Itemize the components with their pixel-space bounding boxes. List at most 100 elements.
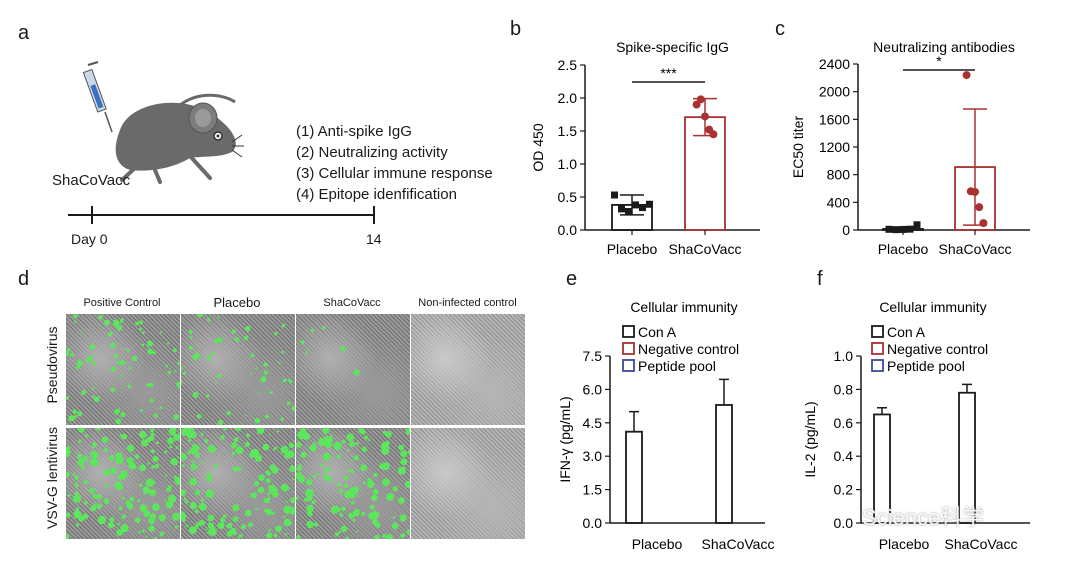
fluorescent-cell [207,317,211,322]
fluorescent-cell [73,510,82,519]
fluorescent-cell [245,414,247,417]
fluorescent-cell [113,319,120,326]
panel-letter-a: a [18,22,30,44]
fluorescent-cell [355,530,358,533]
fluorescent-cell [269,464,276,471]
fluorescent-cell [120,470,128,478]
fluorescent-cell [94,503,97,507]
mouse-syringe-illustration [82,61,244,184]
fluorescent-cell [333,441,342,451]
fluorescent-cell [143,510,151,518]
fluorescent-cell [323,436,329,441]
fluorescent-cell [381,442,389,450]
fluorescent-cell [152,455,159,463]
fluorescent-cell [398,497,405,504]
fluorescent-cell [115,456,124,465]
fluorescent-cell [83,480,88,485]
chart-title: Neutralizing antibodies [873,39,1015,55]
fluorescent-cell [238,467,242,471]
fluorescent-cell [76,365,81,369]
fluorescent-cell [291,405,295,411]
fluorescent-cell [300,451,307,458]
fluorescent-cell [128,461,136,470]
fluorescent-cell [66,514,69,517]
fluorescent-cell [176,362,180,365]
fluorescent-cell [367,438,371,442]
timeline [68,206,375,224]
fluorescent-cell [139,430,147,439]
fluorescent-cell [220,435,225,440]
fluorescent-cell [194,525,198,529]
fluorescent-cell [91,395,95,398]
watermark: Science科学 [862,505,985,530]
fluorescent-cell [265,470,271,476]
fluorescent-cell [250,492,257,499]
fluorescent-cell [361,446,368,453]
legend-label: Negative control [638,341,739,357]
legend-label: Con A [887,324,926,340]
fluorescent-cell [181,518,186,523]
fluorescent-cell [296,441,302,448]
fluorescent-cell [214,338,219,343]
fluorescent-cell [97,515,107,525]
data-point [646,200,653,208]
fluorescent-cell [407,450,410,455]
y-tick-label: 1.5 [583,482,603,498]
fluorescent-cell [90,458,99,467]
fluorescent-cell [338,530,342,534]
y-tick-label: 2.5 [558,57,578,73]
y-tick-label: 1.0 [834,348,854,364]
fluorescent-cell [128,366,132,370]
fluorescent-cell [170,457,178,466]
fluorescent-cell [76,360,83,367]
fluorescent-cell [110,342,116,349]
fluorescent-cell [234,428,238,431]
fluorescent-cell [269,391,273,395]
fluorescent-cell [159,406,162,409]
fluorescent-cell [283,505,292,514]
fluorescent-cell [205,528,208,531]
mouse-icon [115,93,244,184]
chart-title: Cellular immunity [879,299,986,315]
fluorescent-cell [254,417,261,424]
fluorescent-cell [192,460,195,463]
fluorescent-cell [109,517,115,522]
fluorescent-cell [405,428,410,435]
fluorescent-cell [139,504,148,513]
fluorescent-cell [77,428,85,433]
fluorescent-cell [119,319,124,323]
fluorescent-cell [181,453,187,461]
fluorescent-cell [74,475,79,480]
fluorescent-cell [379,463,386,470]
fluorescent-cell [117,522,120,526]
fluorescent-cell [282,378,287,383]
fluorescent-cell [257,428,263,434]
fluorescent-cell [116,325,123,331]
row-head-vsvg: VSV-G lentivirus [44,427,60,529]
y-tick-label: 4.5 [583,415,603,431]
fluorescent-cell [283,485,290,492]
fluorescent-cell [309,444,317,452]
fluorescent-cell [222,514,227,518]
fluorescent-cell [397,466,406,475]
fluorescent-cell [138,320,143,325]
fluorescent-cell [307,511,313,517]
fluorescent-cell [149,513,157,520]
y-tick-label: 0.2 [834,482,854,498]
fluorescent-cell [126,444,135,452]
timeline-start-label: Day 0 [71,231,108,247]
fluorescent-cell [146,340,154,347]
fluorescent-cell [296,496,299,500]
fluorescent-cell [258,474,265,481]
bar [873,413,891,524]
fluorescent-cell [192,392,199,398]
fluorescent-cell [150,433,155,438]
fluorescent-cell [129,496,135,502]
fluorescent-cell [217,522,225,530]
assay-item: (3) Cellular immune response [296,165,493,182]
fluorescent-cell [181,489,186,497]
fluorescent-cell [73,314,78,319]
data-point [639,204,646,212]
fluorescent-cell [152,351,156,355]
